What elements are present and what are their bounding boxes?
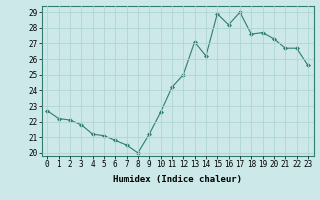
X-axis label: Humidex (Indice chaleur): Humidex (Indice chaleur) — [113, 175, 242, 184]
